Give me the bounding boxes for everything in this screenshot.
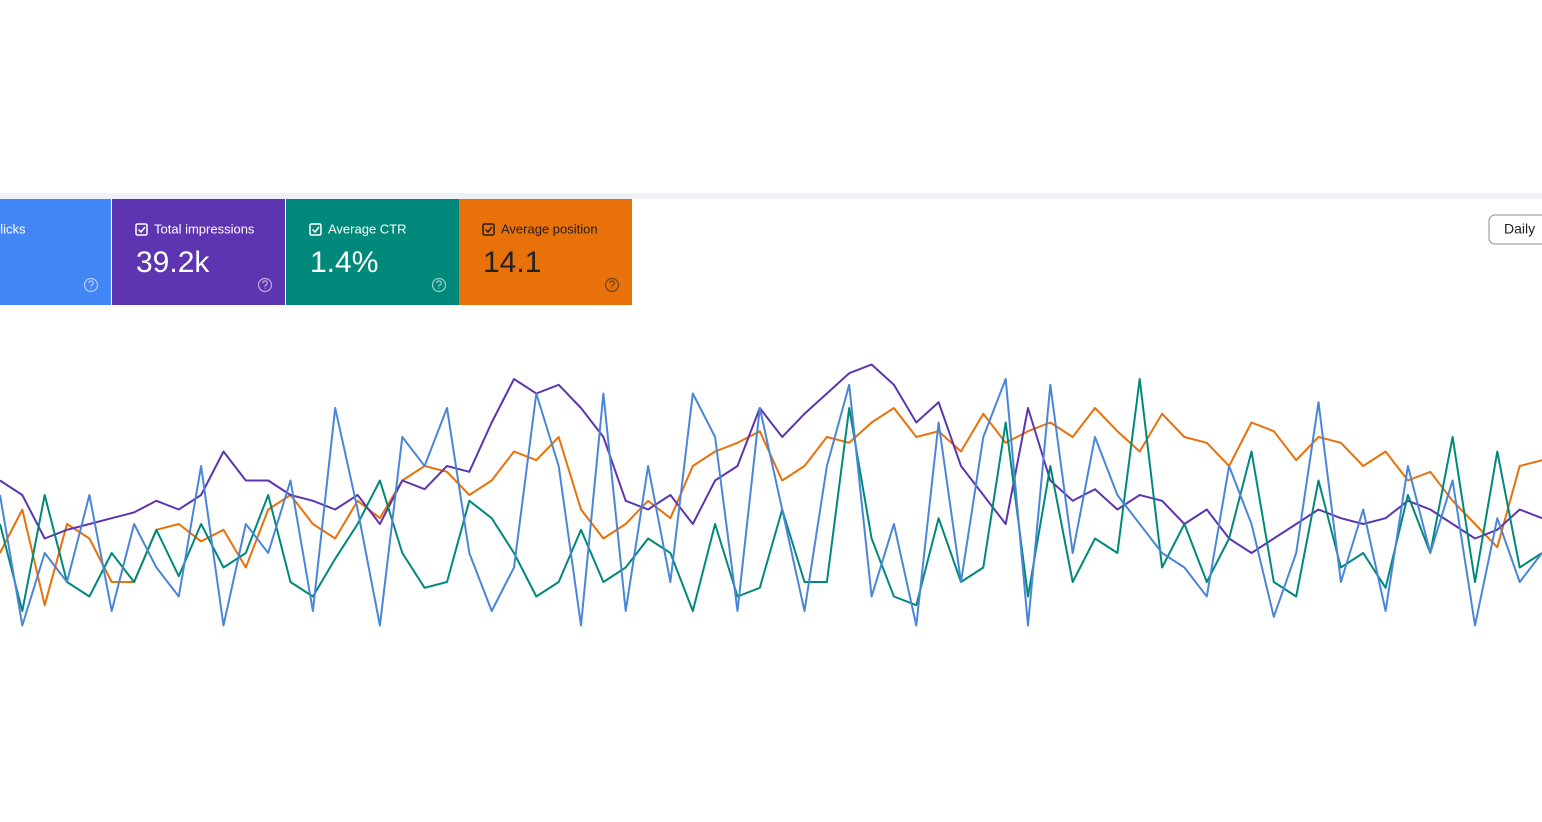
metric-label: Average position [501,221,598,236]
metric-value: 1.4% [310,246,378,279]
help-icon-mark [262,280,268,289]
series-line [0,363,1542,554]
series-line [0,378,1542,612]
daily-button[interactable] [1488,214,1542,245]
help-icon-mark [88,280,94,289]
metric-card[interactable] [286,199,459,305]
help-icon-mark [436,280,442,289]
metric-card[interactable] [459,199,632,305]
metric-card[interactable] [112,199,285,305]
metric-label: Total impressions [154,221,255,236]
help-icon-mark [609,280,615,289]
metric-label: Average CTR [328,221,407,236]
daily-button-label[interactable]: Daily [1504,221,1535,237]
checkbox[interactable] [482,223,495,236]
checkmark [311,226,320,234]
series-line [0,378,1542,627]
help-icon[interactable] [431,277,447,293]
help-icon[interactable] [604,277,620,293]
checkmark [137,226,146,234]
help-icon[interactable] [257,277,273,293]
divider [0,193,1542,199]
series-line [0,407,1542,607]
checkmark [484,226,493,234]
metric-label: al clicks [0,221,26,236]
help-icon[interactable] [83,277,99,293]
metric-value: 39.2k [136,246,210,279]
metric-card[interactable] [0,199,111,305]
checkbox[interactable] [309,223,322,236]
metric-value: 14.1 [483,246,541,279]
checkbox[interactable] [135,223,148,236]
